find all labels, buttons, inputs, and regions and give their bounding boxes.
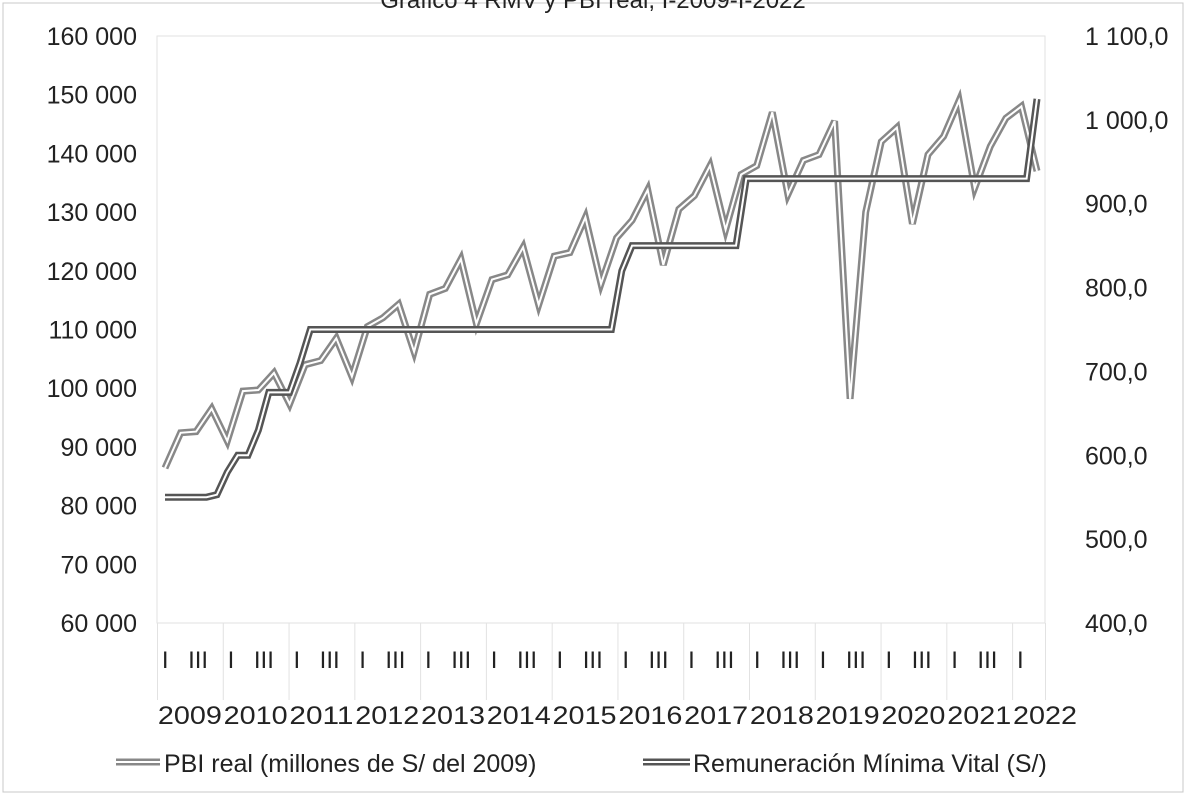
x-year-label: 2012 [355,702,419,730]
x-year-label: 2013 [421,702,485,730]
y-right-tick-label: 1 100,0 [1085,23,1168,51]
chart-title: Gráfico 4 RMV y PBI real, I-2009-I-2022 [380,0,806,14]
legend-item-pbi: PBI real (millones de S/ del 2009) [116,750,536,778]
legend-label-pbi: PBI real (millones de S/ del 2009) [164,750,536,778]
x-quarter-tick-label: III [385,647,405,674]
legend: PBI real (millones de S/ del 2009) Remun… [116,750,1047,778]
legend-item-rmv: Remuneración Mínima Vital (S/) [643,750,1047,778]
x-quarter-tick-label: III [451,647,471,674]
x-quarter-tick-label: III [320,647,340,674]
x-year-label: 2018 [750,702,814,730]
x-year-label: 2020 [881,702,945,730]
x-quarter-tick-label: I [162,647,169,674]
y-right-tick-label: 1 000,0 [1085,107,1168,135]
legend-label-rmv: Remuneración Mínima Vital (S/) [693,750,1047,778]
x-quarter-tick-label: I [359,647,366,674]
x-quarter-tick-label: I [557,647,564,674]
y-right-tick-label: 800,0 [1085,275,1148,303]
y-right-tick-label: 400,0 [1085,610,1148,638]
x-quarter-tick-label: I [820,647,827,674]
plot-area [156,35,1046,624]
x-year-label: 2015 [553,702,617,730]
x-quarter-tick-label: I [1017,647,1024,674]
x-quarter-tick-label: I [885,647,892,674]
y-right-tick-label: 700,0 [1085,358,1148,386]
right-axis-ticks: 400,0 500,0 600,0 700,0 800,0 900,0 1 000,0 1 1… [1085,23,1168,638]
x-year-label: 2022 [1013,702,1077,730]
series-line-inner-pbi [164,97,1038,469]
y-right-tick-label: 500,0 [1085,526,1148,554]
x-quarter-tick-label: III [254,647,274,674]
y-left-tick-label: 70 000 [61,551,137,579]
x-quarter-tick-label: III [912,647,932,674]
y-left-tick-label: 100 000 [47,375,137,403]
x-quarter-tick-label: III [714,647,734,674]
x-year-label: 2009 [158,702,222,730]
x-quarter-tick-label: I [951,647,958,674]
x-year-label: 2014 [487,702,551,730]
x-year-label: 2019 [816,702,880,730]
x-quarter-tick-label: III [977,647,997,674]
y-left-tick-label: 140 000 [47,140,137,168]
y-left-tick-label: 90 000 [61,434,137,462]
series-line-inner-rmv [165,98,1038,499]
x-year-label: 2011 [289,702,353,730]
x-quarter-tick-label: I [622,647,629,674]
x-quarter-tick-label: III [583,647,603,674]
y-left-tick-label: 130 000 [47,199,137,227]
left-axis-ticks: 60 000 70 000 80 000 90 000 100 000 110 000 12… [47,23,137,638]
x-quarter-tick-label: III [649,647,669,674]
y-left-tick-label: 60 000 [61,610,137,638]
y-left-tick-label: 80 000 [61,493,137,521]
y-left-tick-label: 150 000 [47,82,137,110]
y-right-tick-label: 600,0 [1085,442,1148,470]
x-year-label: 2016 [618,702,682,730]
series-layer [161,88,1041,501]
y-left-tick-label: 110 000 [48,317,137,345]
x-quarter-tick-label: III [517,647,537,674]
x-year-label: 2017 [684,702,748,730]
x-quarter-tick-label: I [228,647,235,674]
x-quarter-tick-label: I [293,647,300,674]
x-quarter-tick-label: III [780,647,800,674]
x-quarter-tick-label: I [491,647,498,674]
x-quarter-tick-label: I [688,647,695,674]
y-right-tick-label: 900,0 [1085,191,1148,219]
x-year-label: 2021 [947,702,1011,730]
x-quarter-tick-label: I [754,647,761,674]
x-quarter-tick-label: III [188,647,208,674]
x-quarter-tick-label: III [846,647,866,674]
y-left-tick-label: 160 000 [47,23,137,51]
x-year-label: 2010 [224,702,288,730]
x-quarter-tick-label: I [425,647,432,674]
y-left-tick-label: 120 000 [47,258,137,286]
